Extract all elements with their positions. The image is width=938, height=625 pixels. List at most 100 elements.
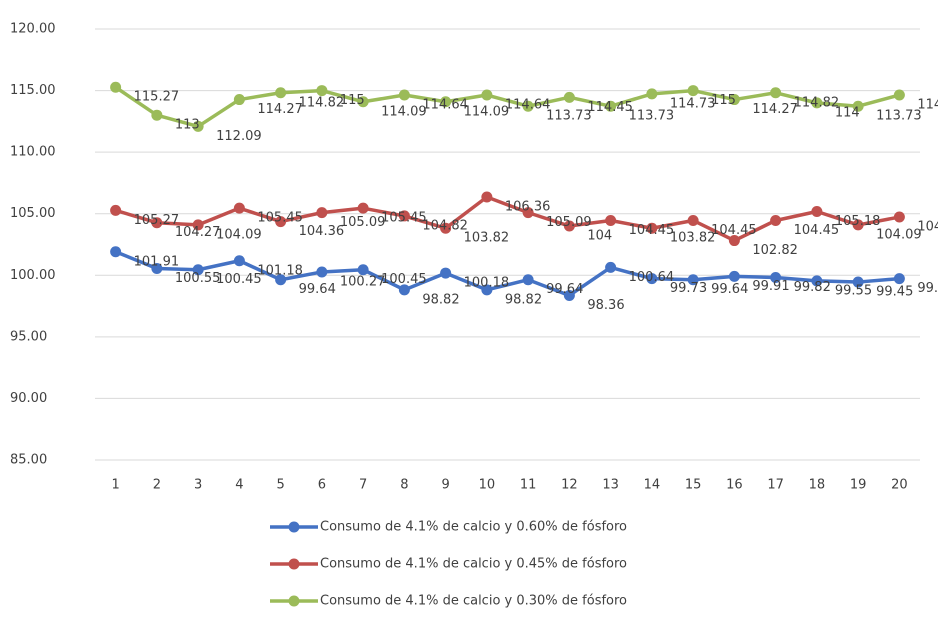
data-point: [646, 222, 658, 234]
data-point: [728, 94, 740, 106]
data-label: 104.09: [216, 227, 262, 242]
data-point: [440, 222, 452, 234]
data-label: 104.73: [917, 220, 938, 235]
data-label: 115: [340, 93, 365, 108]
legend-marker: [288, 595, 300, 607]
legend-label: Consumo de 4.1% de calcio y 0.45% de fós…: [320, 557, 627, 572]
data-label: 105.18: [835, 214, 881, 229]
data-label: 114: [835, 105, 860, 120]
data-label: 103.82: [670, 231, 716, 246]
x-tick-label: 3: [194, 478, 202, 493]
data-point: [893, 89, 905, 101]
data-label: 99.73: [670, 281, 707, 296]
data-point: [893, 273, 905, 285]
data-point: [316, 207, 328, 219]
x-tick-label: 12: [561, 478, 578, 493]
data-point: [110, 246, 122, 258]
data-point: [151, 217, 163, 229]
y-tick-label: 100.00: [10, 268, 56, 283]
data-point: [770, 214, 782, 226]
data-label: 98.82: [505, 292, 542, 307]
y-tick-label: 95.00: [10, 329, 47, 344]
data-point: [687, 214, 699, 226]
x-tick-label: 18: [809, 478, 826, 493]
data-point: [192, 264, 204, 276]
series-line: [114, 85, 900, 129]
x-tick-label: 13: [602, 478, 619, 493]
data-point: [852, 276, 864, 288]
data-point: [233, 202, 245, 214]
data-label: 100.18: [464, 276, 510, 291]
data-label: 114.82: [299, 95, 345, 110]
data-point: [687, 274, 699, 286]
data-point: [192, 120, 204, 132]
data-point: [605, 100, 617, 112]
data-point: [687, 85, 699, 97]
x-tick-label: 10: [479, 478, 496, 493]
legend-label: Consumo de 4.1% de calcio y 0.30% de fós…: [320, 594, 627, 609]
data-label: 104.09: [876, 227, 922, 242]
x-tick-label: 15: [685, 478, 702, 493]
y-tick-label: 115.00: [10, 83, 56, 98]
data-point: [893, 211, 905, 223]
y-tick-label: 85.00: [10, 453, 47, 468]
data-label: 104.45: [794, 223, 840, 238]
data-point: [522, 274, 534, 286]
data-point: [233, 255, 245, 267]
y-tick-label: 90.00: [10, 391, 47, 406]
data-point: [481, 89, 493, 101]
x-tick-label: 7: [359, 478, 367, 493]
data-label: 99.64: [546, 282, 583, 297]
data-label: 114.64: [422, 98, 468, 113]
data-point: [440, 96, 452, 108]
x-tick-label: 14: [644, 478, 661, 493]
data-label: 114.82: [794, 95, 840, 110]
data-label: 104.45: [711, 223, 757, 238]
data-point: [728, 235, 740, 247]
data-point: [811, 205, 823, 217]
data-label: 102.82: [752, 243, 798, 258]
data-label: 105.27: [134, 213, 180, 228]
data-label: 114.09: [381, 104, 427, 119]
data-point: [398, 284, 410, 296]
data-label: 98.36: [587, 298, 624, 313]
data-point: [440, 267, 452, 279]
x-tick-label: 5: [276, 478, 284, 493]
data-point: [151, 109, 163, 121]
data-point: [646, 273, 658, 285]
data-point: [398, 89, 410, 101]
data-point: [852, 219, 864, 231]
data-label: 99.73: [917, 281, 938, 296]
data-point: [275, 274, 287, 286]
data-label: 114.73: [670, 96, 716, 111]
data-label: 100.55: [175, 271, 221, 286]
data-point: [522, 100, 534, 112]
data-label: 99.91: [752, 279, 789, 294]
data-point: [316, 85, 328, 97]
data-point: [398, 210, 410, 222]
data-point: [646, 88, 658, 100]
data-point: [110, 81, 122, 93]
x-tick-label: 4: [235, 478, 243, 493]
data-point: [605, 214, 617, 226]
data-point: [811, 97, 823, 109]
data-label: 100.64: [629, 270, 675, 285]
data-label: 112.09: [216, 129, 262, 144]
x-tick-label: 9: [441, 478, 449, 493]
data-label: 105.09: [546, 215, 592, 230]
data-label: 115: [711, 93, 736, 108]
x-tick-label: 1: [111, 478, 119, 493]
data-label: 100.45: [381, 272, 427, 287]
series-line: [114, 250, 900, 298]
data-label: 104.45: [629, 223, 675, 238]
data-point: [357, 96, 369, 108]
data-label: 104.27: [175, 225, 221, 240]
legend-label: Consumo de 4.1% de calcio y 0.60% de fós…: [320, 520, 627, 535]
data-label: 114.64: [505, 98, 551, 113]
data-point: [481, 284, 493, 296]
data-point: [770, 87, 782, 99]
data-label: 113.73: [629, 109, 675, 124]
data-point: [357, 264, 369, 276]
x-tick-label: 11: [520, 478, 537, 493]
data-point: [357, 202, 369, 214]
